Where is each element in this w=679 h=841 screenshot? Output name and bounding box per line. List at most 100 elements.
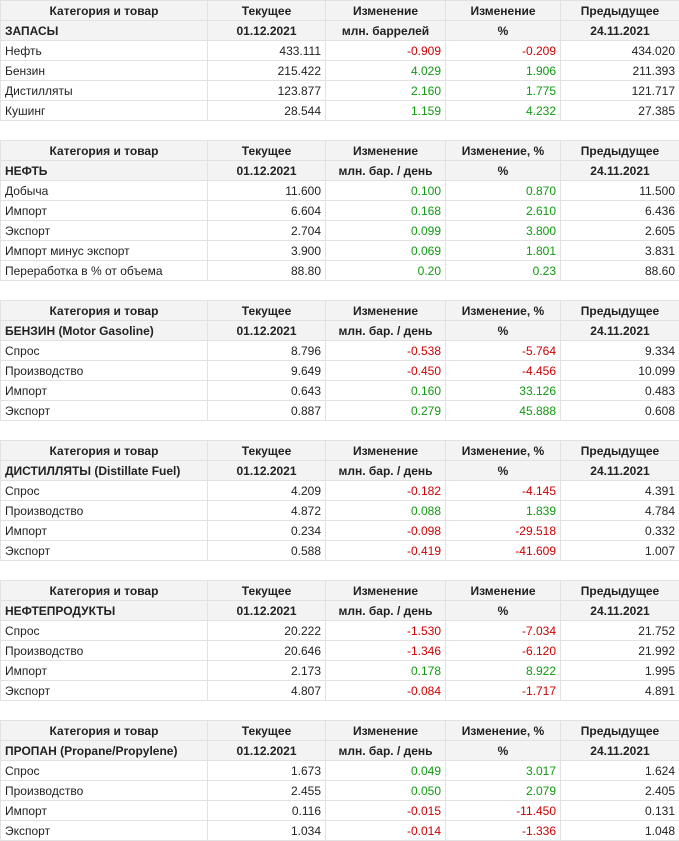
- column-header: Категория и товар: [1, 581, 208, 601]
- percent-change-value: 33.126: [446, 381, 561, 401]
- change-value: 0.279: [326, 401, 446, 421]
- row-label: Спрос: [1, 761, 208, 781]
- previous-value: 1.007: [561, 541, 679, 561]
- percent-change-value: -1.717: [446, 681, 561, 701]
- row-label: Импорт: [1, 521, 208, 541]
- column-header: Изменение: [326, 1, 446, 21]
- previous-value: 0.608: [561, 401, 679, 421]
- current-value: 8.796: [208, 341, 326, 361]
- change-value: 0.168: [326, 201, 446, 221]
- percent-change-value: 2.610: [446, 201, 561, 221]
- change-value: -0.538: [326, 341, 446, 361]
- previous-value: 0.483: [561, 381, 679, 401]
- section-subheader: млн. бар. / день: [326, 461, 446, 481]
- row-label: Импорт: [1, 381, 208, 401]
- previous-value: 3.831: [561, 241, 679, 261]
- percent-change-value: 1.839: [446, 501, 561, 521]
- column-header: Изменение, %: [446, 441, 561, 461]
- section-subheader: %: [446, 161, 561, 181]
- previous-value: 21.752: [561, 621, 679, 641]
- percent-change-value: -4.456: [446, 361, 561, 381]
- current-value: 20.222: [208, 621, 326, 641]
- previous-value: 0.131: [561, 801, 679, 821]
- current-value: 4.807: [208, 681, 326, 701]
- column-header: Текущее: [208, 301, 326, 321]
- section-subheader: 01.12.2021: [208, 21, 326, 41]
- section-subheader: 24.11.2021: [561, 601, 679, 621]
- row-label: Импорт: [1, 661, 208, 681]
- column-header: Категория и товар: [1, 141, 208, 161]
- column-header: Предыдущее: [561, 141, 679, 161]
- column-header: Категория и товар: [1, 301, 208, 321]
- current-value: 0.887: [208, 401, 326, 421]
- table-spacer: [0, 701, 679, 720]
- percent-change-value: 1.801: [446, 241, 561, 261]
- column-header: Текущее: [208, 141, 326, 161]
- row-label: Бензин: [1, 61, 208, 81]
- change-value: 0.049: [326, 761, 446, 781]
- current-value: 4.872: [208, 501, 326, 521]
- column-header: Текущее: [208, 1, 326, 21]
- current-value: 433.111: [208, 41, 326, 61]
- row-label: Экспорт: [1, 541, 208, 561]
- percent-change-value: 0.870: [446, 181, 561, 201]
- section-title: ЗАПАСЫ: [1, 21, 208, 41]
- current-value: 2.455: [208, 781, 326, 801]
- table-spacer: [0, 421, 679, 440]
- change-value: 2.160: [326, 81, 446, 101]
- change-value: 0.160: [326, 381, 446, 401]
- change-value: -0.909: [326, 41, 446, 61]
- current-value: 0.116: [208, 801, 326, 821]
- section-subheader: 24.11.2021: [561, 741, 679, 761]
- row-label: Производство: [1, 641, 208, 661]
- section-subheader: млн. бар. / день: [326, 161, 446, 181]
- previous-value: 1.624: [561, 761, 679, 781]
- row-label: Переработка в % от объема: [1, 261, 208, 281]
- section-subheader: млн. баррелей: [326, 21, 446, 41]
- previous-value: 27.385: [561, 101, 679, 121]
- section-title: ПРОПАН (Propane/Propylene): [1, 741, 208, 761]
- column-header: Изменение, %: [446, 301, 561, 321]
- section-subheader: 24.11.2021: [561, 321, 679, 341]
- column-header: Категория и товар: [1, 441, 208, 461]
- current-value: 28.544: [208, 101, 326, 121]
- column-header: Изменение: [326, 141, 446, 161]
- column-header: Изменение: [326, 581, 446, 601]
- current-value: 1.673: [208, 761, 326, 781]
- change-value: 0.178: [326, 661, 446, 681]
- column-header: Изменение: [446, 1, 561, 21]
- section-subheader: 01.12.2021: [208, 161, 326, 181]
- section-subheader: %: [446, 321, 561, 341]
- section-subheader: 24.11.2021: [561, 461, 679, 481]
- column-header: Предыдущее: [561, 1, 679, 21]
- change-value: 0.20: [326, 261, 446, 281]
- previous-value: 2.405: [561, 781, 679, 801]
- change-value: -0.419: [326, 541, 446, 561]
- change-value: 4.029: [326, 61, 446, 81]
- current-value: 9.649: [208, 361, 326, 381]
- previous-value: 2.605: [561, 221, 679, 241]
- column-header: Изменение: [326, 301, 446, 321]
- table-spacer: [0, 281, 679, 300]
